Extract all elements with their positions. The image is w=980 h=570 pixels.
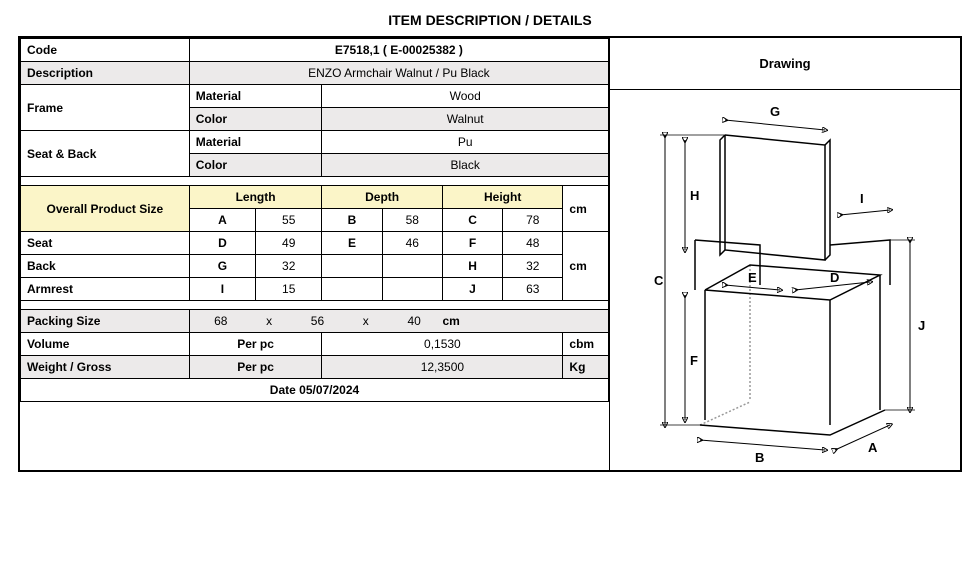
spec-table-wrap: Code E7518,1 ( E-00025382 ) Description … — [20, 38, 610, 470]
blank-2 — [382, 255, 442, 278]
draw-letter-D: D — [830, 270, 839, 285]
letter-J: J — [442, 278, 502, 301]
label-volume: Volume — [21, 333, 190, 356]
label-sb-material: Material — [189, 131, 322, 154]
val-D: 49 — [256, 232, 322, 255]
label-armrest: Armrest — [21, 278, 190, 301]
row-description: Description ENZO Armchair Walnut / Pu Bl… — [21, 62, 609, 85]
val-B: 58 — [382, 209, 442, 232]
blank-3 — [322, 278, 382, 301]
spec-table: Code E7518,1 ( E-00025382 ) Description … — [20, 38, 609, 402]
pack-l: 68 — [196, 314, 246, 328]
label-sb-color: Color — [189, 154, 322, 177]
page-title: ITEM DESCRIPTION / DETAILS — [18, 12, 962, 28]
value-packing: 68 x 56 x 40 cm — [189, 310, 608, 333]
spacer — [21, 177, 609, 186]
val-A: 55 — [256, 209, 322, 232]
label-packing: Packing Size — [21, 310, 190, 333]
val-J: 63 — [503, 278, 563, 301]
draw-letter-C: C — [654, 273, 664, 288]
letter-F: F — [442, 232, 502, 255]
letter-H: H — [442, 255, 502, 278]
weight-unit: Kg — [563, 356, 609, 379]
value-date: Date 05/07/2024 — [21, 379, 609, 402]
label-seat: Seat — [21, 232, 190, 255]
draw-letter-H: H — [690, 188, 699, 203]
draw-letter-G: G — [770, 104, 780, 119]
label-length: Length — [189, 186, 322, 209]
letter-A: A — [189, 209, 255, 232]
unit-cm-1: cm — [563, 186, 609, 232]
val-E: 46 — [382, 232, 442, 255]
val-H: 32 — [503, 255, 563, 278]
pack-x2: x — [346, 314, 386, 328]
value-sb-material: Pu — [322, 131, 609, 154]
row-armrest: Armrest I 15 J 63 — [21, 278, 609, 301]
letter-D: D — [189, 232, 255, 255]
letter-G: G — [189, 255, 255, 278]
letter-I: I — [189, 278, 255, 301]
value-sb-color: Black — [322, 154, 609, 177]
row-date: Date 05/07/2024 — [21, 379, 609, 402]
label-code: Code — [21, 39, 190, 62]
label-seatback: Seat & Back — [21, 131, 190, 177]
draw-letter-B: B — [755, 450, 764, 465]
label-back: Back — [21, 255, 190, 278]
blank-1 — [322, 255, 382, 278]
pack-w: 56 — [292, 314, 342, 328]
chair-drawing: C H F G I J E D B A — [630, 90, 940, 470]
val-I: 15 — [256, 278, 322, 301]
weight-per: Per pc — [189, 356, 322, 379]
label-depth: Depth — [322, 186, 443, 209]
row-volume: Volume Per pc 0,1530 cbm — [21, 333, 609, 356]
label-height: Height — [442, 186, 563, 209]
label-frame-material: Material — [189, 85, 322, 108]
unit-cm-2: cm — [563, 232, 609, 301]
pack-unit: cm — [442, 314, 482, 328]
letter-C: C — [442, 209, 502, 232]
letter-E: E — [322, 232, 382, 255]
letter-B: B — [322, 209, 382, 232]
row-frame-material: Frame Material Wood — [21, 85, 609, 108]
val-G: 32 — [256, 255, 322, 278]
pack-x1: x — [249, 314, 289, 328]
drawing-body: C H F G I J E D B A — [610, 90, 960, 470]
weight-value: 12,3500 — [322, 356, 563, 379]
draw-letter-J: J — [918, 318, 925, 333]
label-description: Description — [21, 62, 190, 85]
blank-4 — [382, 278, 442, 301]
row-code: Code E7518,1 ( E-00025382 ) — [21, 39, 609, 62]
row-packing: Packing Size 68 x 56 x 40 cm — [21, 310, 609, 333]
value-description: ENZO Armchair Walnut / Pu Black — [189, 62, 608, 85]
value-frame-material: Wood — [322, 85, 609, 108]
volume-per: Per pc — [189, 333, 322, 356]
label-weight: Weight / Gross — [21, 356, 190, 379]
pack-h: 40 — [389, 314, 439, 328]
label-frame-color: Color — [189, 108, 322, 131]
drawing-panel: Drawing — [610, 38, 960, 470]
draw-letter-F: F — [690, 353, 698, 368]
drawing-header: Drawing — [610, 38, 960, 90]
label-overall: Overall Product Size — [21, 186, 190, 232]
draw-letter-E: E — [748, 270, 757, 285]
row-sb-material: Seat & Back Material Pu — [21, 131, 609, 154]
val-C: 78 — [503, 209, 563, 232]
row-back: Back G 32 H 32 — [21, 255, 609, 278]
row-seat: Seat D 49 E 46 F 48 cm — [21, 232, 609, 255]
row-dim-header: Overall Product Size Length Depth Height… — [21, 186, 609, 209]
spec-sheet: Code E7518,1 ( E-00025382 ) Description … — [18, 36, 962, 472]
draw-letter-I: I — [860, 191, 864, 206]
value-code: E7518,1 ( E-00025382 ) — [189, 39, 608, 62]
label-frame: Frame — [21, 85, 190, 131]
draw-letter-A: A — [868, 440, 878, 455]
value-frame-color: Walnut — [322, 108, 609, 131]
volume-value: 0,1530 — [322, 333, 563, 356]
volume-unit: cbm — [563, 333, 609, 356]
spacer-2 — [21, 301, 609, 310]
val-F: 48 — [503, 232, 563, 255]
row-weight: Weight / Gross Per pc 12,3500 Kg — [21, 356, 609, 379]
